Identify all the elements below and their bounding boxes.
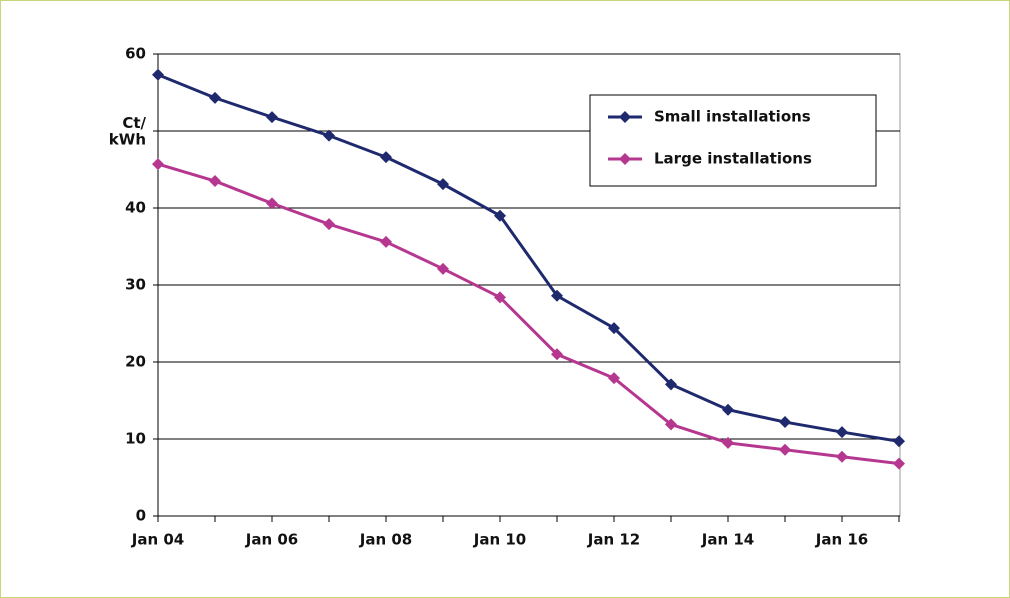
marker — [551, 289, 563, 302]
y-tick-label: Ct/kWh — [109, 113, 147, 148]
marker — [893, 457, 905, 470]
marker — [551, 348, 563, 361]
marker — [380, 235, 392, 248]
marker — [722, 436, 734, 449]
marker — [209, 175, 221, 188]
x-tick-label: Jan 14 — [701, 531, 754, 549]
marker — [608, 322, 620, 335]
marker — [836, 450, 848, 463]
marker — [779, 443, 791, 456]
legend-label: Small installations — [654, 108, 811, 126]
x-tick-label: Jan 08 — [359, 531, 412, 549]
marker — [266, 197, 278, 210]
marker — [836, 426, 848, 439]
series-line — [157, 162, 900, 466]
marker — [665, 378, 677, 391]
y-tick-label: 40 — [125, 199, 146, 217]
x-tick-label: Jan 10 — [473, 531, 526, 549]
marker — [323, 218, 335, 231]
marker — [494, 209, 506, 222]
marker — [266, 111, 278, 124]
marker — [437, 178, 449, 191]
marker — [323, 129, 335, 142]
x-tick-label: Jan 04 — [131, 531, 184, 549]
legend-marker — [619, 111, 631, 123]
marker — [152, 68, 164, 81]
marker — [893, 435, 905, 448]
marker — [494, 291, 506, 304]
series-line — [157, 73, 900, 443]
y-tick-label: 20 — [125, 353, 146, 371]
marker — [608, 372, 620, 385]
marker — [779, 416, 791, 429]
marker — [722, 403, 734, 416]
marker — [380, 151, 392, 164]
legend-marker — [619, 153, 631, 165]
marker — [665, 418, 677, 431]
marker — [437, 262, 449, 275]
y-tick-label: 10 — [125, 430, 146, 448]
y-tick-label: 0 — [136, 507, 146, 525]
x-tick-label: Jan 06 — [245, 531, 298, 549]
y-tick-label: 60 — [125, 45, 146, 63]
x-tick-label: Jan 12 — [587, 531, 640, 549]
legend — [589, 94, 877, 187]
legend-label: Large installations — [654, 150, 812, 168]
marker — [209, 91, 221, 104]
marker — [152, 158, 164, 171]
x-tick-label: Jan 16 — [815, 531, 868, 549]
y-tick-label: 30 — [125, 276, 146, 294]
